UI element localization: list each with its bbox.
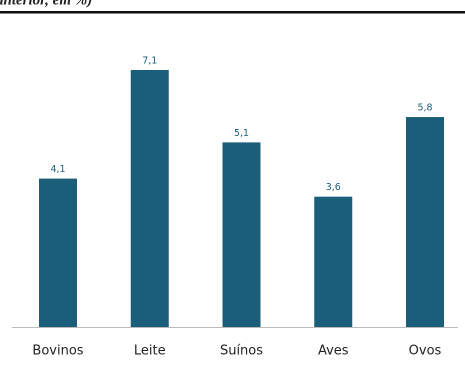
value-label: 3,6 — [326, 182, 341, 193]
bar — [406, 117, 444, 327]
x-tick-label: Aves — [318, 344, 349, 359]
value-label: 4,1 — [50, 164, 65, 175]
x-tick-label: Suínos — [220, 344, 263, 359]
bar — [222, 142, 261, 327]
bar — [130, 69, 169, 327]
value-label: 5,1 — [234, 128, 249, 139]
bar — [39, 178, 77, 327]
x-tick-label: Ovos — [409, 344, 442, 359]
x-tick-label: Bovinos — [32, 344, 83, 359]
value-label: 5,8 — [417, 103, 432, 114]
chart-title: anterior, em %) — [0, 0, 92, 8]
x-tick-label: Leite — [134, 344, 166, 359]
bar — [314, 196, 353, 327]
value-label: 7,1 — [142, 55, 157, 66]
header-rule — [0, 11, 465, 14]
